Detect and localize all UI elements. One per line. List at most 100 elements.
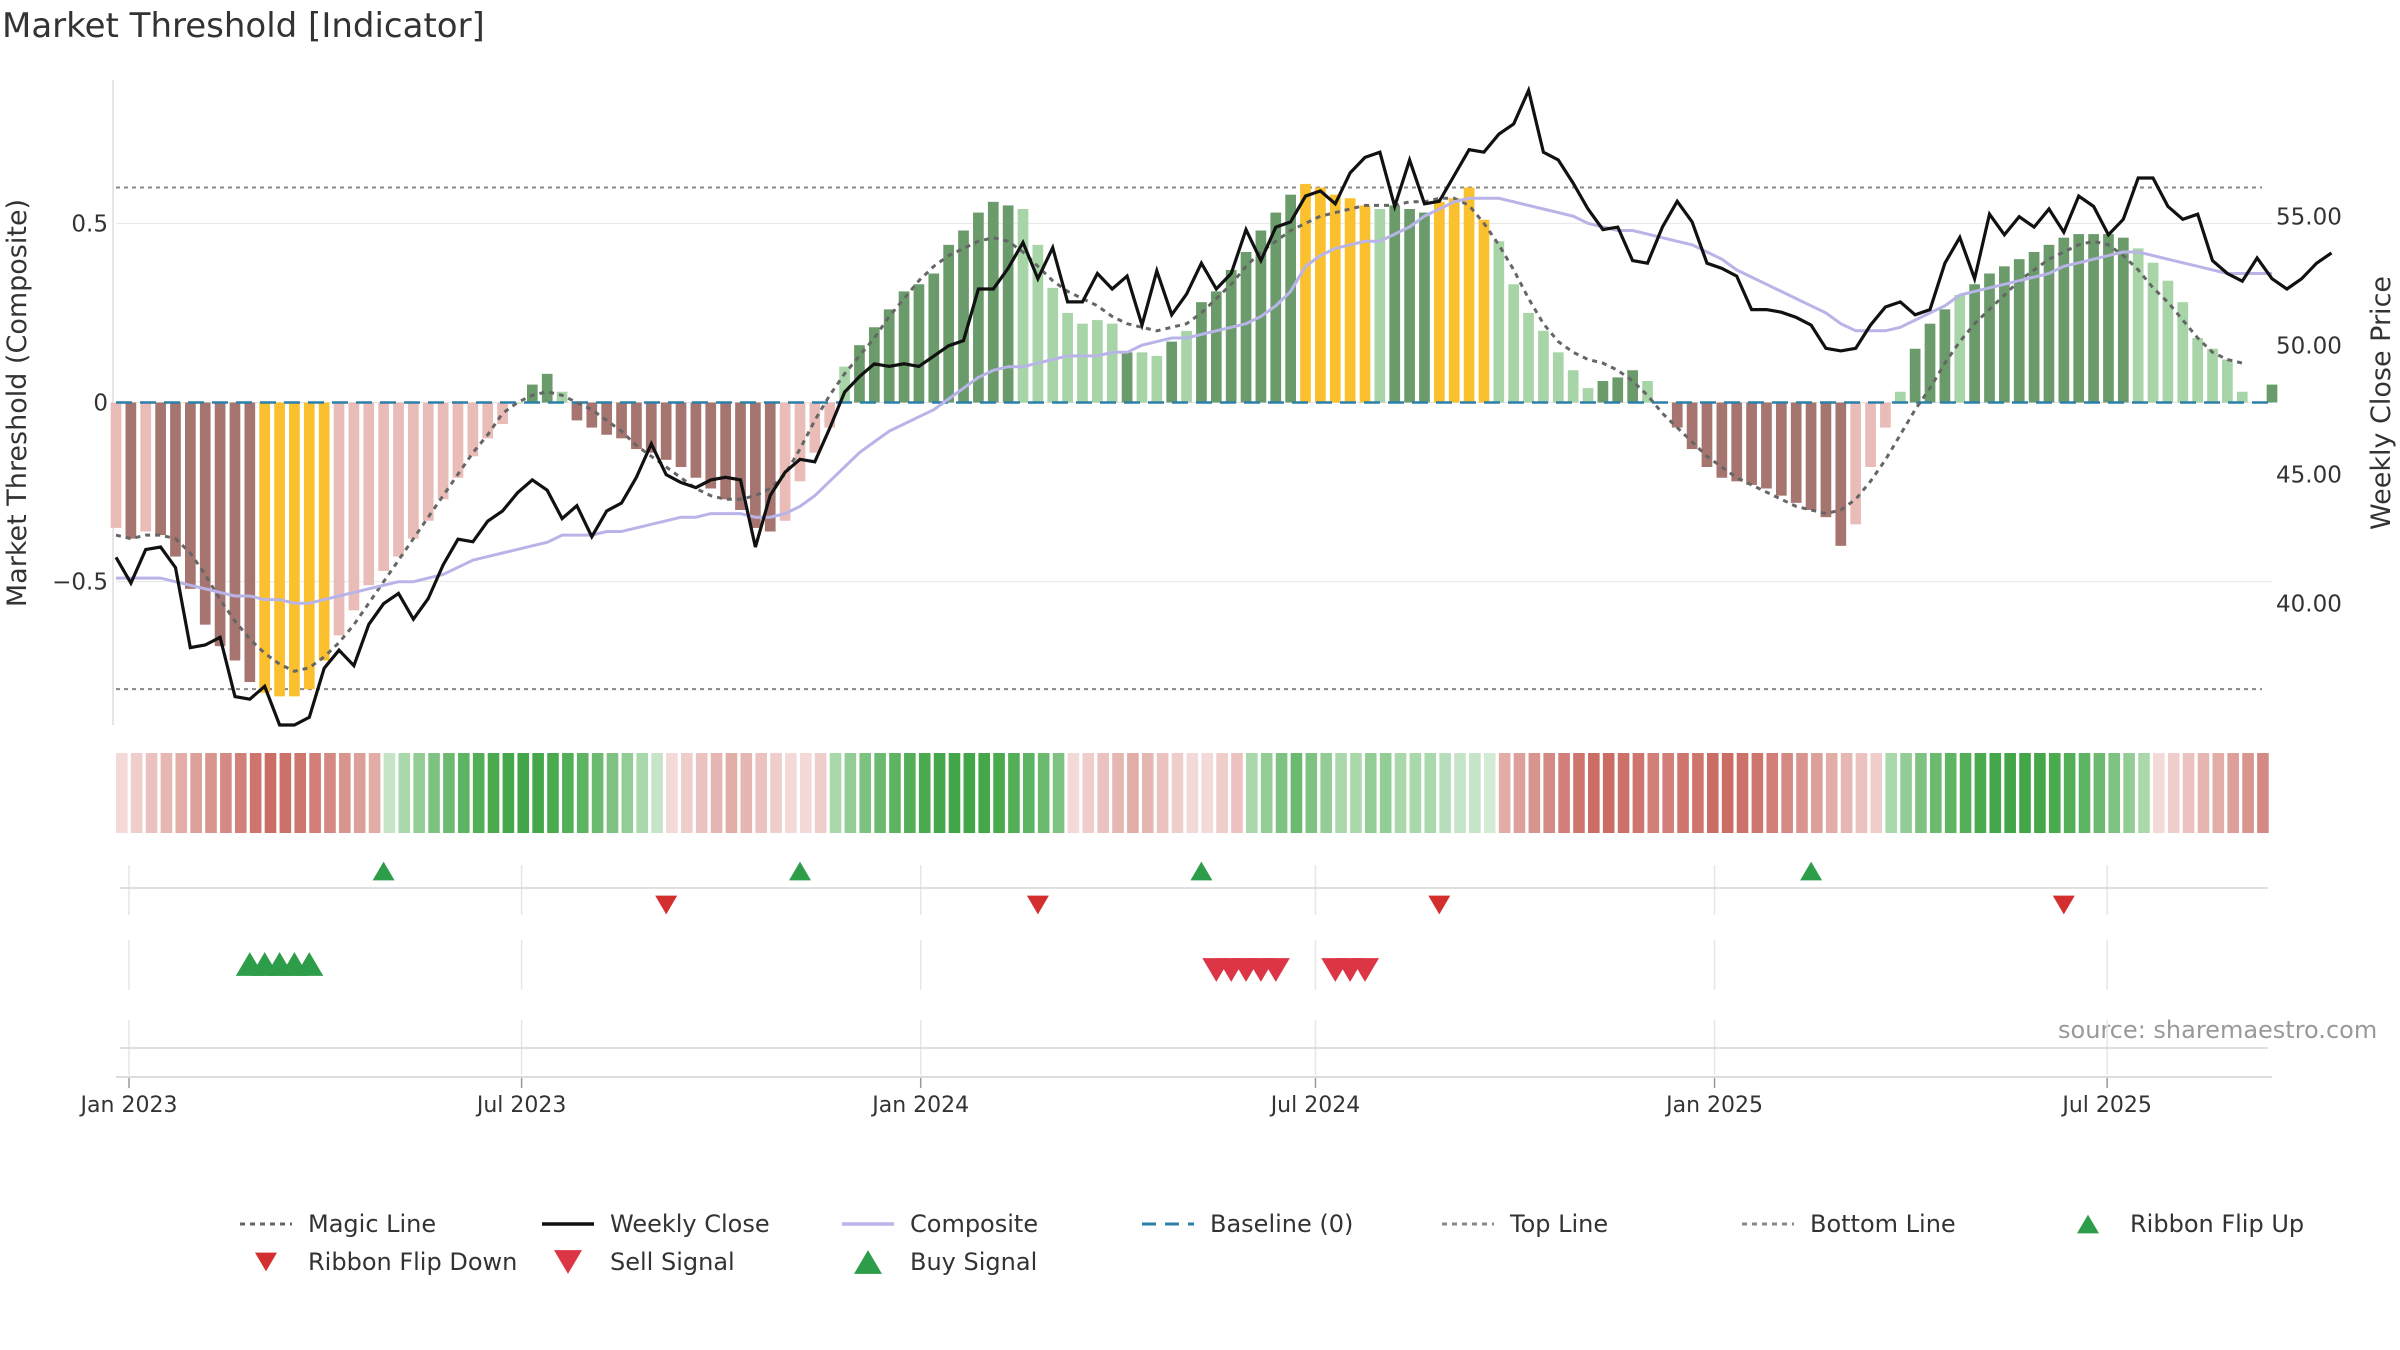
ribbon-cell — [1796, 753, 1808, 833]
composite-bar — [631, 402, 642, 450]
y-right-axis-label: Weekly Close Price — [2366, 276, 2397, 530]
legend-item-baseline: Baseline (0) — [1138, 1210, 1353, 1238]
ribbon-cell — [2227, 753, 2239, 833]
ribbon-flip-down-marker — [1026, 895, 1049, 915]
ribbon-cell — [621, 753, 634, 833]
ribbon-cell — [889, 753, 901, 833]
ribbon-cell — [770, 753, 782, 833]
ribbon-cell — [1290, 753, 1303, 833]
composite-bar — [125, 402, 137, 539]
composite-bar — [571, 402, 583, 421]
composite-bar — [244, 402, 256, 682]
ribbon-cell — [1379, 753, 1392, 833]
ribbon-cell — [1469, 753, 1481, 833]
composite-bar — [497, 402, 508, 424]
composite-bar — [170, 402, 181, 557]
ribbon-cell — [1974, 753, 1987, 833]
ribbon-cell — [279, 753, 292, 833]
composite-bar — [794, 402, 806, 482]
composite-bar — [467, 402, 479, 457]
ribbon-cell — [2004, 753, 2016, 833]
composite-bar — [1493, 241, 1505, 403]
ribbon-flip-down-marker — [655, 895, 678, 915]
ribbon-cell — [1692, 753, 1704, 833]
legend-item-buy-signal: Buy Signal — [838, 1248, 1037, 1276]
ribbon-cell — [606, 753, 619, 833]
composite-bar — [675, 402, 687, 467]
legend-swatch-baseline — [1142, 1222, 1194, 1226]
ribbon-cell — [413, 753, 425, 833]
composite-bar — [1463, 187, 1475, 403]
ribbon-cell — [1483, 753, 1496, 833]
ribbon-cell — [1588, 753, 1600, 833]
main-plot: 0.5 0 −0.5 55.00 50.00 45.00 40.00 Market Thres… — [2, 80, 2397, 727]
ribbon-cell — [1840, 753, 1853, 833]
composite-bar — [1478, 219, 1490, 403]
ribbon-cell — [933, 753, 946, 833]
ribbon-cell — [1067, 753, 1080, 833]
composite-bar — [1329, 194, 1341, 403]
ribbon-cell — [1930, 753, 1942, 833]
ribbon-cell — [547, 753, 559, 833]
ribbon-cell — [175, 753, 188, 833]
ribbon-cell — [368, 753, 381, 833]
composite-bar — [1969, 284, 1980, 403]
legend-label: Ribbon Flip Up — [2130, 1210, 2305, 1238]
composite-bar — [110, 402, 122, 528]
ribbon-cell — [1424, 753, 1437, 833]
ribbon-flip-up-marker — [372, 861, 395, 881]
ribbon-cell — [1870, 753, 1883, 833]
legend-swatch-ribbon-flip-down — [255, 1252, 277, 1272]
ribbon-cell — [2257, 753, 2269, 833]
composite-bar — [1835, 402, 1847, 546]
legend-label: Buy Signal — [910, 1248, 1038, 1276]
composite-bar — [1225, 269, 1237, 403]
composite-bar — [2266, 384, 2278, 403]
composite-bar — [2043, 244, 2055, 403]
ribbon-cell — [814, 753, 827, 833]
composite-bar — [2192, 338, 2204, 403]
ribbon-cell — [2048, 753, 2061, 833]
composite-bar — [1746, 402, 1757, 485]
legend-swatch-magic-line — [240, 1222, 292, 1226]
ribbon-cell — [2108, 753, 2121, 833]
ribbon-cell — [1855, 753, 1868, 833]
ribbon-cell — [1141, 753, 1154, 833]
ribbon-cell — [249, 753, 262, 833]
composite-bar — [556, 391, 568, 403]
y-left-tick-label: 0 — [93, 391, 108, 417]
ribbon-cell — [1231, 753, 1243, 833]
ribbon-cell — [339, 753, 351, 833]
ribbon-cell — [2242, 753, 2254, 833]
ribbon-flip-up-marker — [1190, 861, 1213, 881]
ribbon-cell — [576, 753, 589, 833]
ribbon-cell — [710, 753, 723, 833]
composite-bar — [1865, 402, 1876, 467]
composite-bar — [1433, 201, 1445, 403]
composite-bar — [764, 402, 776, 532]
composite-bar — [1686, 402, 1698, 450]
ribbon-cell — [666, 753, 678, 833]
composite-bar — [1999, 266, 2010, 403]
composite-bar — [616, 402, 627, 439]
buy-signal-marker — [295, 952, 324, 976]
composite-bar — [1017, 209, 1029, 403]
ribbon-cell — [324, 753, 336, 833]
composite-bar — [1419, 212, 1430, 403]
ribbon-cell — [398, 753, 411, 833]
ribbon-cell — [1201, 753, 1214, 833]
x-axis: Jan 2023 Jul 2023 Jan 2024 Jul 2024 Jan 2025… — [79, 1076, 2272, 1118]
composite-bar — [348, 402, 360, 611]
composite-bar — [1285, 194, 1297, 403]
ribbon-cell — [2019, 753, 2031, 833]
ribbon-cell — [353, 753, 366, 833]
ribbon-cell — [1662, 753, 1674, 833]
composite-line — [116, 196, 2272, 605]
ribbon-cell — [428, 753, 440, 833]
composite-bar — [1805, 402, 1817, 510]
composite-bar — [1582, 388, 1594, 403]
ribbon-cell — [963, 753, 976, 833]
composite-bar — [2073, 234, 2085, 403]
composite-bar — [1954, 295, 1966, 403]
composite-bar — [1939, 309, 1951, 403]
